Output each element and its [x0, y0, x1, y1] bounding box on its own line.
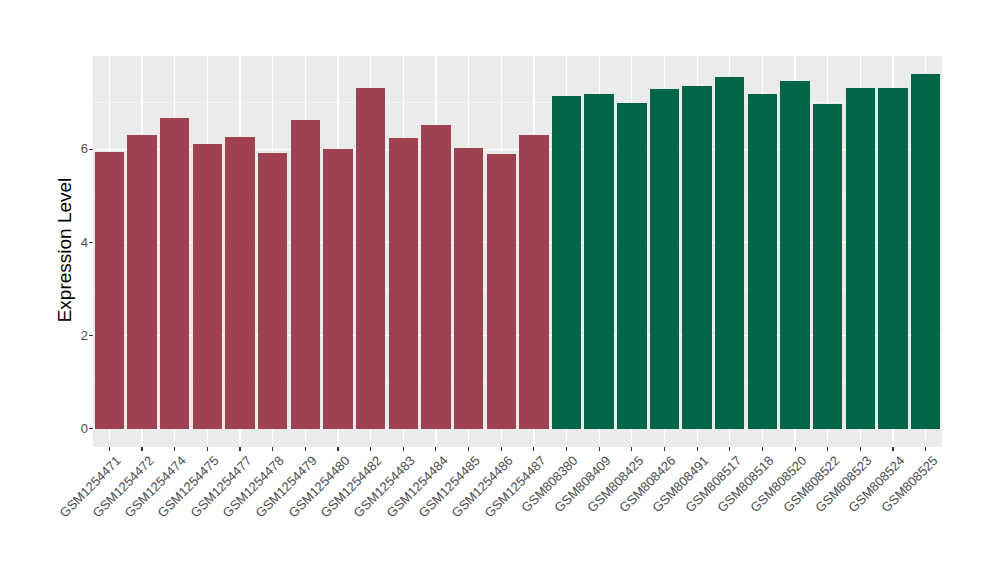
x-axis-tick [599, 447, 600, 451]
bar-slot [909, 56, 942, 447]
x-axis-tick [860, 447, 861, 451]
bar-slot [256, 56, 289, 447]
bar [291, 120, 320, 429]
expression-bar-chart: Expression Level 0246 GSM1254471GSM12544… [0, 0, 1000, 580]
bar-slot [518, 56, 551, 447]
x-axis-tick [827, 447, 828, 451]
bar [356, 88, 385, 429]
bar [421, 125, 450, 429]
x-axis-tick [892, 447, 893, 451]
bar [813, 104, 842, 428]
x-axis-tick [239, 447, 240, 451]
bar [193, 144, 222, 429]
bar-slot [126, 56, 159, 447]
bar-slot [322, 56, 355, 447]
x-axis-tick [697, 447, 698, 451]
bar-slot [681, 56, 714, 447]
bar [911, 74, 940, 429]
bar [127, 135, 156, 429]
bar [225, 137, 254, 429]
bar-slot [485, 56, 518, 447]
x-axis-tick [664, 447, 665, 451]
bar [682, 86, 711, 429]
x-axis-tick [403, 447, 404, 451]
x-axis-tick [337, 447, 338, 451]
bar-slot [583, 56, 616, 447]
bars-container [93, 56, 942, 447]
x-axis-tick [272, 447, 273, 451]
y-tick-label: 4 [48, 236, 88, 250]
bar-slot [844, 56, 877, 447]
bar [323, 149, 352, 428]
bar [878, 88, 907, 428]
x-axis-tick [370, 447, 371, 451]
y-tick-label: 6 [48, 142, 88, 156]
bar [454, 148, 483, 429]
bar [258, 153, 287, 429]
bar [748, 94, 777, 428]
bar-slot [158, 56, 191, 447]
bar-slot [452, 56, 485, 447]
x-axis-tick [762, 447, 763, 451]
bar-slot [387, 56, 420, 447]
y-axis-title: Expression Level [54, 178, 76, 323]
bar [95, 152, 124, 429]
x-axis-tick [207, 447, 208, 451]
x-axis-tick [468, 447, 469, 451]
bar-slot [191, 56, 224, 447]
bar [552, 96, 581, 429]
bar-slot [779, 56, 812, 447]
bar [584, 94, 613, 429]
bar [160, 118, 189, 429]
bar-slot [713, 56, 746, 447]
bar [487, 154, 516, 429]
bar-slot [289, 56, 322, 447]
bar-slot [224, 56, 257, 447]
bar [389, 138, 418, 428]
bar-slot [746, 56, 779, 447]
plot-panel [93, 56, 942, 447]
bar [846, 88, 875, 429]
x-axis-tick [141, 447, 142, 451]
x-axis-tick [109, 447, 110, 451]
bar-slot [616, 56, 649, 447]
bar-slot [354, 56, 387, 447]
x-axis-tick [566, 447, 567, 451]
bar [617, 103, 646, 429]
x-axis-tick [435, 447, 436, 451]
x-axis-tick [631, 447, 632, 451]
bar [780, 81, 809, 428]
x-axis-tick [501, 447, 502, 451]
bar-slot [550, 56, 583, 447]
bar-slot [648, 56, 681, 447]
bar-slot [877, 56, 910, 447]
x-axis-tick [925, 447, 926, 451]
x-axis-tick [305, 447, 306, 451]
x-axis-tick [174, 447, 175, 451]
bar [715, 77, 744, 428]
bar [650, 89, 679, 429]
bar-slot [420, 56, 453, 447]
x-axis-tick [533, 447, 534, 451]
y-tick-label: 0 [48, 422, 88, 436]
bar [519, 135, 548, 429]
bar-slot [811, 56, 844, 447]
x-axis-tick [795, 447, 796, 451]
y-tick-label: 2 [48, 329, 88, 343]
bar-slot [93, 56, 126, 447]
x-axis-tick [729, 447, 730, 451]
